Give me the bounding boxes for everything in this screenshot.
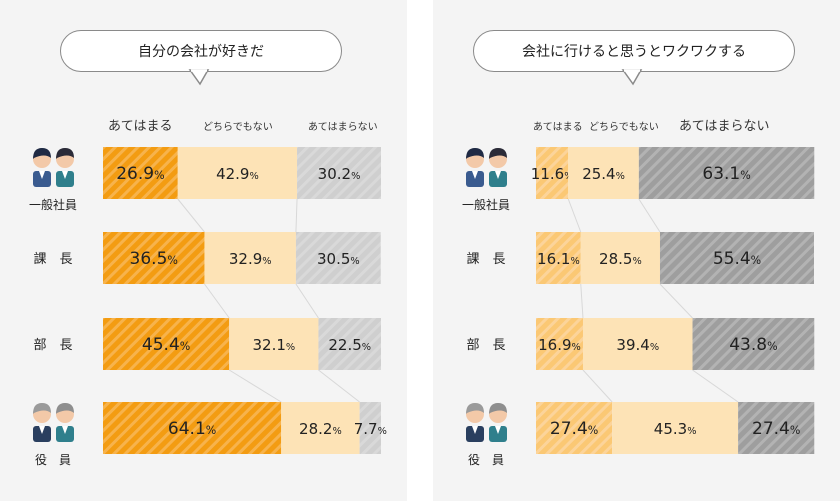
data-label: 7.7% — [354, 420, 387, 438]
bar-segment — [536, 402, 613, 454]
bar-segment — [177, 147, 298, 199]
legend-label: あてはまる — [533, 121, 583, 133]
data-label: 63.1% — [702, 164, 750, 184]
legend-label: あてはまらない — [679, 119, 769, 134]
category-label: 課 長 — [33, 251, 72, 267]
connector-line — [295, 283, 319, 319]
bar-segment — [536, 147, 569, 199]
data-label: 27.4% — [550, 419, 598, 439]
category-label: 役 員 — [35, 452, 71, 467]
connector-line — [177, 198, 205, 233]
data-label: 39.4% — [616, 336, 659, 354]
data-label: 28.5% — [599, 250, 642, 268]
data-label: 45.3% — [654, 420, 697, 438]
data-label: 32.9% — [229, 250, 272, 268]
connector-line — [692, 369, 739, 403]
bar-segment — [103, 318, 230, 370]
bar-segment — [103, 147, 178, 199]
connector-line — [567, 198, 582, 233]
legend-label: あてはまらない — [308, 121, 378, 133]
category-label: 一般社員 — [29, 197, 77, 212]
data-label: 16.9% — [538, 336, 581, 354]
right-chart-panel: 会社に行けると思うとワクワクする あてはまる どちらでもない あてはまらない 11.6… — [433, 0, 840, 501]
bar-segment — [612, 402, 739, 454]
connector-line — [318, 369, 360, 403]
bar-segment — [281, 402, 360, 454]
bar-segment — [738, 402, 815, 454]
category-label: 部 長 — [33, 338, 72, 353]
legend-label: あてはまる — [108, 119, 172, 134]
bar-segment — [297, 147, 381, 199]
data-label: 32.1% — [252, 336, 295, 354]
data-label: 30.2% — [318, 165, 361, 183]
bar-segment — [229, 318, 319, 370]
bar-segment — [318, 318, 381, 370]
bar-segment — [103, 402, 282, 454]
left-chart-title: 自分の会社が好きだ — [60, 30, 342, 72]
category-avatar — [466, 403, 507, 442]
category-avatar — [33, 148, 74, 187]
connector-line — [295, 198, 298, 233]
data-label: 16.1% — [537, 250, 580, 268]
category-label: 役 員 — [468, 452, 504, 467]
data-label: 42.9% — [216, 165, 259, 183]
connector-line — [228, 369, 282, 403]
connector-line — [580, 283, 584, 319]
data-label: 43.8% — [729, 335, 777, 355]
category-label: 一般社員 — [462, 197, 510, 212]
data-label: 30.5% — [317, 250, 360, 268]
data-label: 22.5% — [328, 336, 371, 354]
legend-label: どちらでもない — [589, 121, 659, 133]
bar-segment — [692, 318, 815, 370]
connector-line — [659, 283, 693, 319]
bar-segment — [568, 147, 639, 199]
right-chart: あてはまるどちらでもないあてはまらない11.6%25.4%63.1%一般社員16… — [462, 119, 815, 467]
bar-segment — [359, 402, 381, 454]
data-label: 36.5% — [130, 249, 178, 269]
category-label: 部 長 — [466, 338, 505, 353]
category-avatar — [33, 403, 74, 442]
right-bubble-tail — [621, 69, 643, 86]
bar-segment — [103, 232, 205, 284]
category-avatar — [466, 148, 507, 187]
data-label: 25.4% — [582, 165, 625, 183]
data-label: 55.4% — [713, 249, 761, 269]
data-label: 26.9% — [116, 164, 164, 184]
legend-label: どちらでもない — [203, 121, 273, 133]
bar-segment — [582, 318, 693, 370]
bar-segment — [295, 232, 381, 284]
right-chart-title: 会社に行けると思うとワクワクする — [473, 30, 795, 72]
bar-segment — [204, 232, 296, 284]
bar-segment — [536, 232, 581, 284]
connector-line — [204, 283, 230, 319]
category-label: 課 長 — [466, 251, 505, 267]
data-label: 28.2% — [299, 420, 342, 438]
connector-line — [582, 369, 613, 403]
data-label: 27.4% — [752, 419, 800, 439]
bar-segment — [580, 232, 660, 284]
bar-segment — [536, 318, 583, 370]
data-label: 45.4% — [142, 335, 190, 355]
bar-segment — [659, 232, 814, 284]
bar-segment — [638, 147, 815, 199]
left-chart: あてはまる どちらでもない あてはまらない 26.9% 42.9% 30.2% 一般社員 36… — [29, 119, 387, 467]
left-chart-panel: 自分の会社が好きだ あてはまる どちらでもない あてはまらない 26.9% 42.9% 3… — [0, 0, 407, 501]
connector-line — [638, 198, 661, 233]
left-bubble-tail — [188, 69, 210, 86]
data-label: 64.1% — [168, 419, 216, 439]
